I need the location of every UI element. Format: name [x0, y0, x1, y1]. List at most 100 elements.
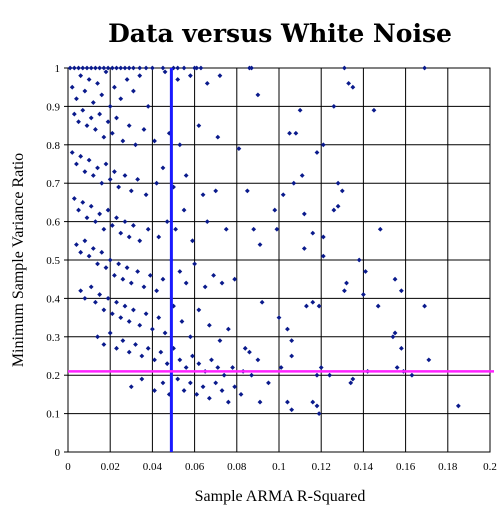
data-point [173, 226, 179, 232]
data-point [356, 257, 362, 263]
data-point [200, 384, 206, 390]
x-tick-label: 0.02 [101, 461, 120, 473]
data-point [107, 104, 113, 109]
data-point [78, 153, 84, 159]
data-point [339, 188, 345, 194]
data-point [145, 345, 151, 351]
data-point [289, 338, 295, 344]
data-point [196, 307, 202, 313]
data-point [67, 65, 73, 71]
data-point [344, 280, 349, 286]
data-points [67, 65, 461, 416]
data-point [101, 65, 107, 71]
data-point [135, 269, 141, 274]
data-point [116, 261, 122, 267]
data-point [238, 392, 244, 397]
data-point [266, 380, 271, 386]
data-point [257, 242, 263, 248]
data-point [215, 134, 221, 140]
data-point [335, 180, 341, 186]
data-point [95, 165, 100, 171]
data-point [131, 65, 136, 71]
data-point [107, 176, 113, 182]
data-point [158, 349, 164, 355]
data-point [120, 276, 126, 282]
data-point [150, 326, 155, 332]
data-point [232, 384, 238, 390]
data-point [118, 315, 124, 320]
data-point [105, 65, 111, 71]
data-point [124, 265, 130, 271]
data-point [86, 253, 92, 259]
data-point [95, 261, 100, 267]
data-point [187, 73, 193, 79]
data-point [285, 326, 290, 332]
data-point [422, 303, 427, 309]
y-tick-label: 0.2 [46, 370, 60, 382]
data-point [160, 165, 166, 171]
data-point [183, 173, 189, 178]
data-point [342, 65, 347, 71]
data-point [215, 365, 221, 370]
data-point [392, 330, 398, 336]
data-point [318, 365, 324, 370]
data-point [147, 272, 153, 278]
data-point [97, 292, 103, 297]
data-point [175, 65, 181, 71]
data-point [71, 111, 77, 117]
data-point [114, 115, 119, 121]
data-point [74, 96, 79, 102]
data-point [251, 226, 257, 232]
data-point [160, 276, 166, 282]
data-point [221, 372, 227, 378]
data-point [109, 65, 115, 71]
data-point [114, 299, 119, 305]
data-point [301, 246, 307, 251]
data-point [103, 161, 109, 167]
data-point [76, 119, 81, 125]
data-point [82, 169, 88, 175]
data-point [187, 380, 193, 386]
data-point [69, 150, 75, 155]
data-point [84, 215, 90, 221]
data-point [84, 65, 90, 71]
y-tick-label: 0.3 [46, 332, 60, 344]
data-point [363, 269, 368, 274]
data-point [455, 403, 461, 409]
data-point [101, 226, 107, 232]
data-point [392, 276, 398, 282]
x-axis-ticks: 0 0.02 0.04 0.06 0.08 0.1 0.12 0.14 0.16 0.18 0.2 [65, 461, 497, 473]
data-point [128, 280, 134, 286]
data-point [314, 403, 320, 409]
data-point [156, 315, 162, 320]
data-point [114, 345, 119, 351]
data-point [131, 88, 136, 94]
data-point [107, 330, 113, 336]
data-point [93, 65, 98, 71]
data-point [88, 115, 94, 121]
data-point [101, 342, 107, 347]
data-point [348, 380, 354, 386]
data-point [225, 399, 231, 405]
data-point [206, 322, 212, 328]
data-point [259, 299, 265, 305]
data-point [225, 326, 231, 332]
y-tick-label: 0.8 [46, 140, 60, 152]
data-point [314, 372, 320, 378]
y-tick-label: 0.1 [46, 409, 60, 421]
data-point [137, 73, 143, 79]
x-tick-label: 0.18 [438, 461, 458, 473]
data-point [141, 127, 147, 132]
data-point [126, 349, 132, 355]
x-tick-label: 0.1 [272, 461, 286, 473]
data-point [128, 188, 134, 194]
data-point [137, 238, 143, 244]
data-point [76, 65, 81, 71]
data-point [213, 380, 219, 386]
x-tick-label: 0.08 [227, 461, 247, 473]
data-point [90, 100, 96, 105]
data-point [145, 104, 151, 109]
data-point [398, 345, 404, 351]
data-point [154, 180, 160, 186]
data-point [181, 388, 187, 393]
